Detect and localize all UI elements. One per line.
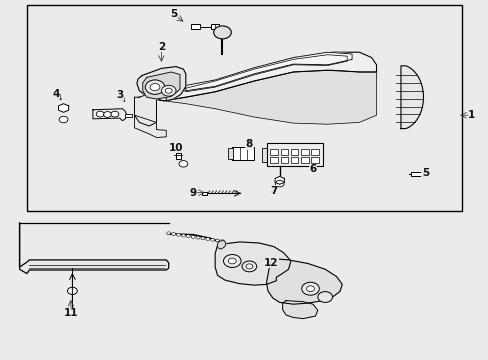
Text: 7: 7 — [269, 186, 277, 196]
Polygon shape — [274, 176, 284, 184]
Bar — [266, 143, 322, 166]
Circle shape — [317, 292, 332, 302]
Polygon shape — [134, 115, 166, 138]
Circle shape — [245, 264, 252, 269]
Bar — [261, 148, 267, 162]
Circle shape — [201, 237, 204, 240]
Circle shape — [103, 112, 111, 117]
Bar — [270, 149, 277, 155]
Circle shape — [301, 282, 319, 295]
Text: 8: 8 — [245, 139, 252, 149]
Text: 10: 10 — [168, 143, 183, 153]
Bar — [232, 147, 254, 160]
Circle shape — [220, 240, 224, 243]
Bar — [280, 157, 287, 163]
Bar — [410, 172, 422, 176]
Bar — [311, 157, 318, 163]
Bar — [301, 149, 308, 155]
Polygon shape — [142, 72, 180, 99]
Bar — [311, 149, 318, 155]
Bar — [290, 149, 298, 155]
Circle shape — [196, 236, 200, 239]
Bar — [280, 149, 287, 155]
Polygon shape — [134, 94, 156, 126]
Circle shape — [179, 161, 187, 167]
Circle shape — [161, 85, 176, 96]
Circle shape — [242, 261, 256, 272]
Circle shape — [145, 80, 164, 94]
Text: 5: 5 — [170, 9, 177, 19]
Text: 6: 6 — [309, 164, 316, 174]
Circle shape — [150, 84, 160, 91]
Circle shape — [111, 111, 119, 117]
Text: 2: 2 — [158, 42, 164, 52]
Circle shape — [186, 235, 190, 238]
Circle shape — [191, 235, 195, 238]
Circle shape — [223, 255, 241, 267]
Circle shape — [215, 239, 219, 242]
Polygon shape — [59, 104, 68, 112]
Bar — [124, 114, 132, 117]
Bar — [301, 157, 308, 163]
Bar — [27, 5, 461, 211]
Circle shape — [176, 233, 180, 236]
Circle shape — [275, 180, 284, 187]
Text: 11: 11 — [63, 308, 78, 318]
Polygon shape — [93, 109, 127, 121]
Text: 1: 1 — [468, 110, 474, 120]
Bar — [211, 24, 219, 29]
Polygon shape — [20, 223, 168, 274]
Circle shape — [67, 287, 77, 294]
Text: 12: 12 — [264, 258, 278, 268]
Text: 9: 9 — [189, 188, 196, 198]
Circle shape — [210, 238, 214, 241]
Bar — [176, 153, 181, 159]
Polygon shape — [282, 301, 317, 319]
Circle shape — [59, 116, 68, 123]
Bar — [227, 148, 232, 159]
Polygon shape — [217, 240, 225, 249]
Polygon shape — [266, 258, 342, 304]
Polygon shape — [144, 52, 376, 101]
Text: 3: 3 — [116, 90, 123, 100]
Circle shape — [306, 286, 314, 292]
Polygon shape — [171, 52, 351, 93]
Circle shape — [166, 232, 170, 235]
Circle shape — [171, 233, 175, 235]
Circle shape — [165, 88, 172, 93]
Text: 4: 4 — [52, 89, 60, 99]
Circle shape — [228, 258, 236, 264]
Circle shape — [181, 234, 185, 237]
Bar — [270, 157, 277, 163]
Bar — [290, 157, 298, 163]
Polygon shape — [400, 66, 423, 129]
Polygon shape — [215, 242, 290, 285]
Text: 5: 5 — [421, 168, 428, 178]
Bar — [190, 24, 199, 29]
Circle shape — [213, 26, 231, 39]
Polygon shape — [137, 67, 185, 101]
Polygon shape — [144, 70, 376, 124]
Circle shape — [205, 238, 209, 240]
Circle shape — [96, 111, 104, 117]
Bar — [202, 192, 206, 195]
